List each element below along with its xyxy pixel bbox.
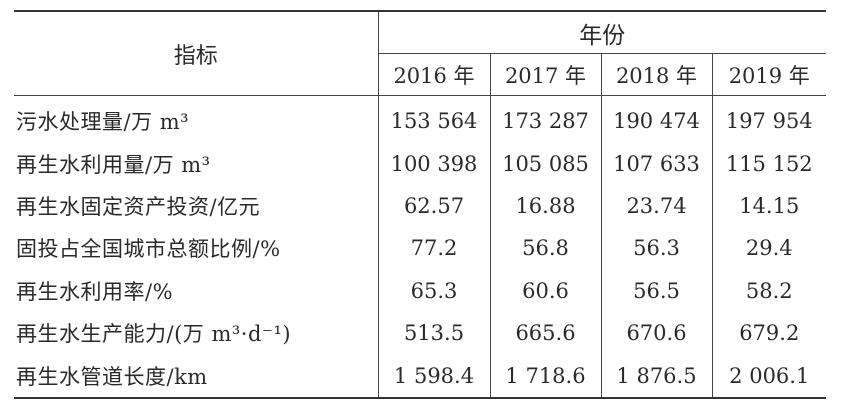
- row-label: 再生水生产能力/(万 m³·d⁻¹): [16, 322, 292, 347]
- indicator-header: 指标: [14, 11, 379, 96]
- row-label: 再生水利用率/%: [16, 279, 174, 304]
- cell-value: 60.6: [489, 269, 601, 312]
- year-header: 2018 年: [600, 53, 712, 96]
- row-label: 再生水管道长度/km: [16, 364, 208, 389]
- table-row: 再生水利用率/% 65.3 60.6 56.5 58.2: [14, 269, 826, 312]
- cell-value: 153 564: [377, 95, 490, 143]
- cell-value: 513.5: [377, 311, 490, 355]
- cell-value: 1 718.6: [489, 354, 601, 398]
- cell-value: 29.4: [711, 227, 826, 270]
- cell-value: 107 633: [600, 142, 712, 185]
- cell-value: 665.6: [489, 311, 601, 355]
- cell-value: 670.6: [600, 311, 712, 355]
- year-header: 2017 年: [489, 53, 601, 96]
- cell-value: 2 006.1: [711, 354, 826, 398]
- cell-value: 62.57: [377, 184, 490, 228]
- row-label: 再生水利用量/万 m³: [16, 152, 211, 177]
- cell-value: 56.3: [600, 227, 712, 270]
- table-row: 污水处理量/万 m³ 153 564 173 287 190 474 197 954: [14, 95, 826, 143]
- cell-value: 65.3: [377, 269, 490, 312]
- row-label: 污水处理量/万 m³: [16, 110, 190, 135]
- row-label: 固投占全国城市总额比例/%: [16, 237, 281, 262]
- year-header: 2016 年: [378, 53, 490, 96]
- cell-value: 100 398: [377, 142, 490, 185]
- cell-value: 1 598.4: [377, 354, 490, 398]
- cell-value: 56.5: [600, 269, 712, 312]
- cell-value: 56.8: [489, 227, 601, 270]
- cell-value: 14.15: [711, 184, 826, 228]
- cell-value: 115 152: [711, 142, 826, 185]
- year-group-header: 年份: [378, 11, 826, 54]
- table-row: 再生水生产能力/(万 m³·d⁻¹) 513.5 665.6 670.6 679.2: [14, 311, 826, 355]
- cell-value: 197 954: [711, 95, 826, 143]
- cell-value: 58.2: [711, 269, 826, 312]
- cell-value: 23.74: [600, 184, 712, 228]
- cell-value: 77.2: [377, 227, 490, 270]
- cell-value: 679.2: [711, 311, 826, 355]
- table-row: 再生水利用量/万 m³ 100 398 105 085 107 633 115 152: [14, 142, 826, 185]
- table-row: 再生水管道长度/km 1 598.4 1 718.6 1 876.5 2 006.1: [14, 354, 826, 398]
- row-label: 再生水固定资产投资/亿元: [16, 194, 261, 219]
- year-header: 2019 年: [711, 53, 826, 96]
- cell-value: 105 085: [489, 142, 601, 185]
- data-table: 指标 年份 2016 年 2017 年 2018 年 2019 年 污水处理量/…: [14, 10, 826, 399]
- cell-value: 173 287: [489, 95, 601, 143]
- cell-value: 1 876.5: [600, 354, 712, 398]
- cell-value: 16.88: [489, 184, 601, 228]
- cell-value: 190 474: [600, 95, 712, 143]
- table-row: 固投占全国城市总额比例/% 77.2 56.8 56.3 29.4: [14, 227, 826, 270]
- table-row: 再生水固定资产投资/亿元 62.57 16.88 23.74 14.15: [14, 184, 826, 228]
